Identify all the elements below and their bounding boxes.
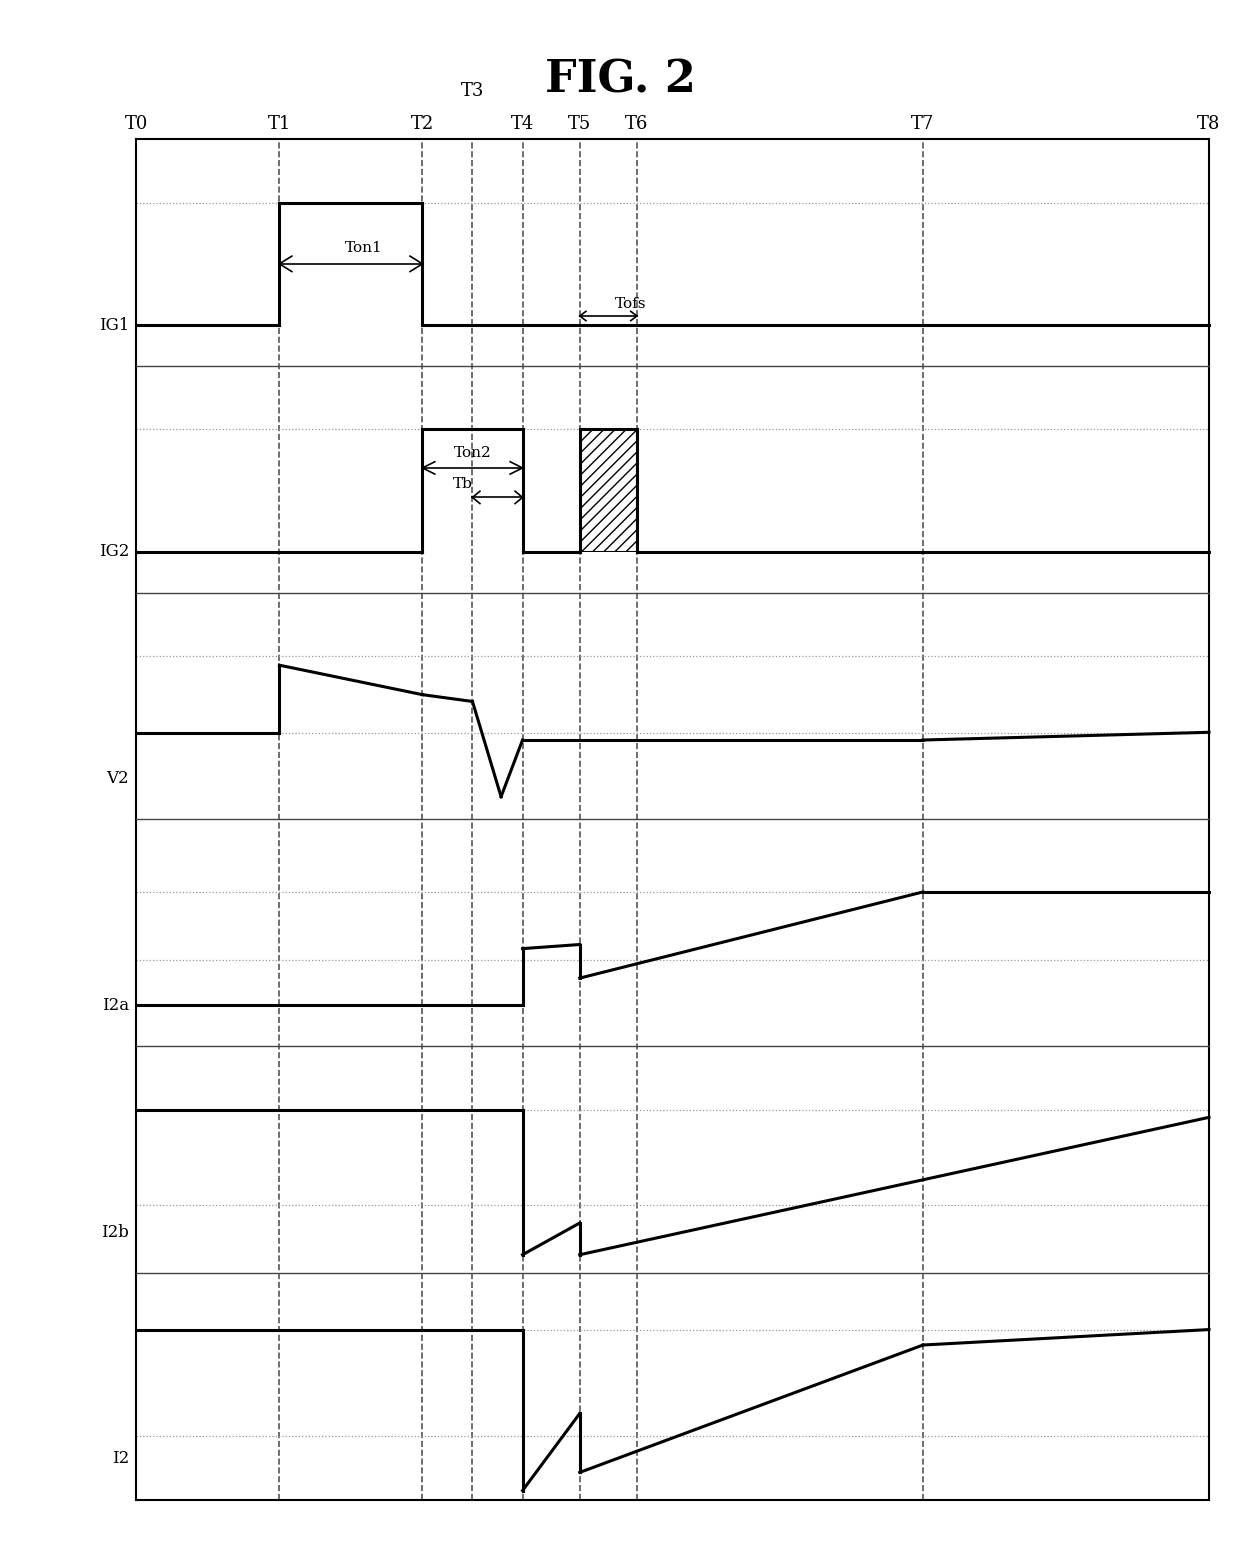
Text: T5: T5 — [568, 114, 591, 133]
Text: Ton2: Ton2 — [454, 447, 491, 461]
Text: T2: T2 — [410, 114, 434, 133]
Text: I2a: I2a — [102, 997, 129, 1014]
Text: T3: T3 — [461, 82, 484, 100]
Text: T7: T7 — [911, 114, 935, 133]
Text: Ton1: Ton1 — [345, 241, 382, 255]
Text: Tb: Tb — [453, 478, 472, 492]
Text: T6: T6 — [625, 114, 649, 133]
Text: IG1: IG1 — [99, 317, 129, 334]
Text: T0: T0 — [125, 114, 148, 133]
Text: V2: V2 — [107, 770, 129, 787]
Text: I2: I2 — [112, 1450, 129, 1467]
Text: Tofs: Tofs — [615, 297, 646, 311]
Text: T1: T1 — [268, 114, 291, 133]
Text: T8: T8 — [1198, 114, 1220, 133]
Text: I2b: I2b — [102, 1223, 129, 1240]
Text: T4: T4 — [511, 114, 534, 133]
Text: FIG. 2: FIG. 2 — [544, 59, 696, 102]
Text: IG2: IG2 — [99, 543, 129, 560]
